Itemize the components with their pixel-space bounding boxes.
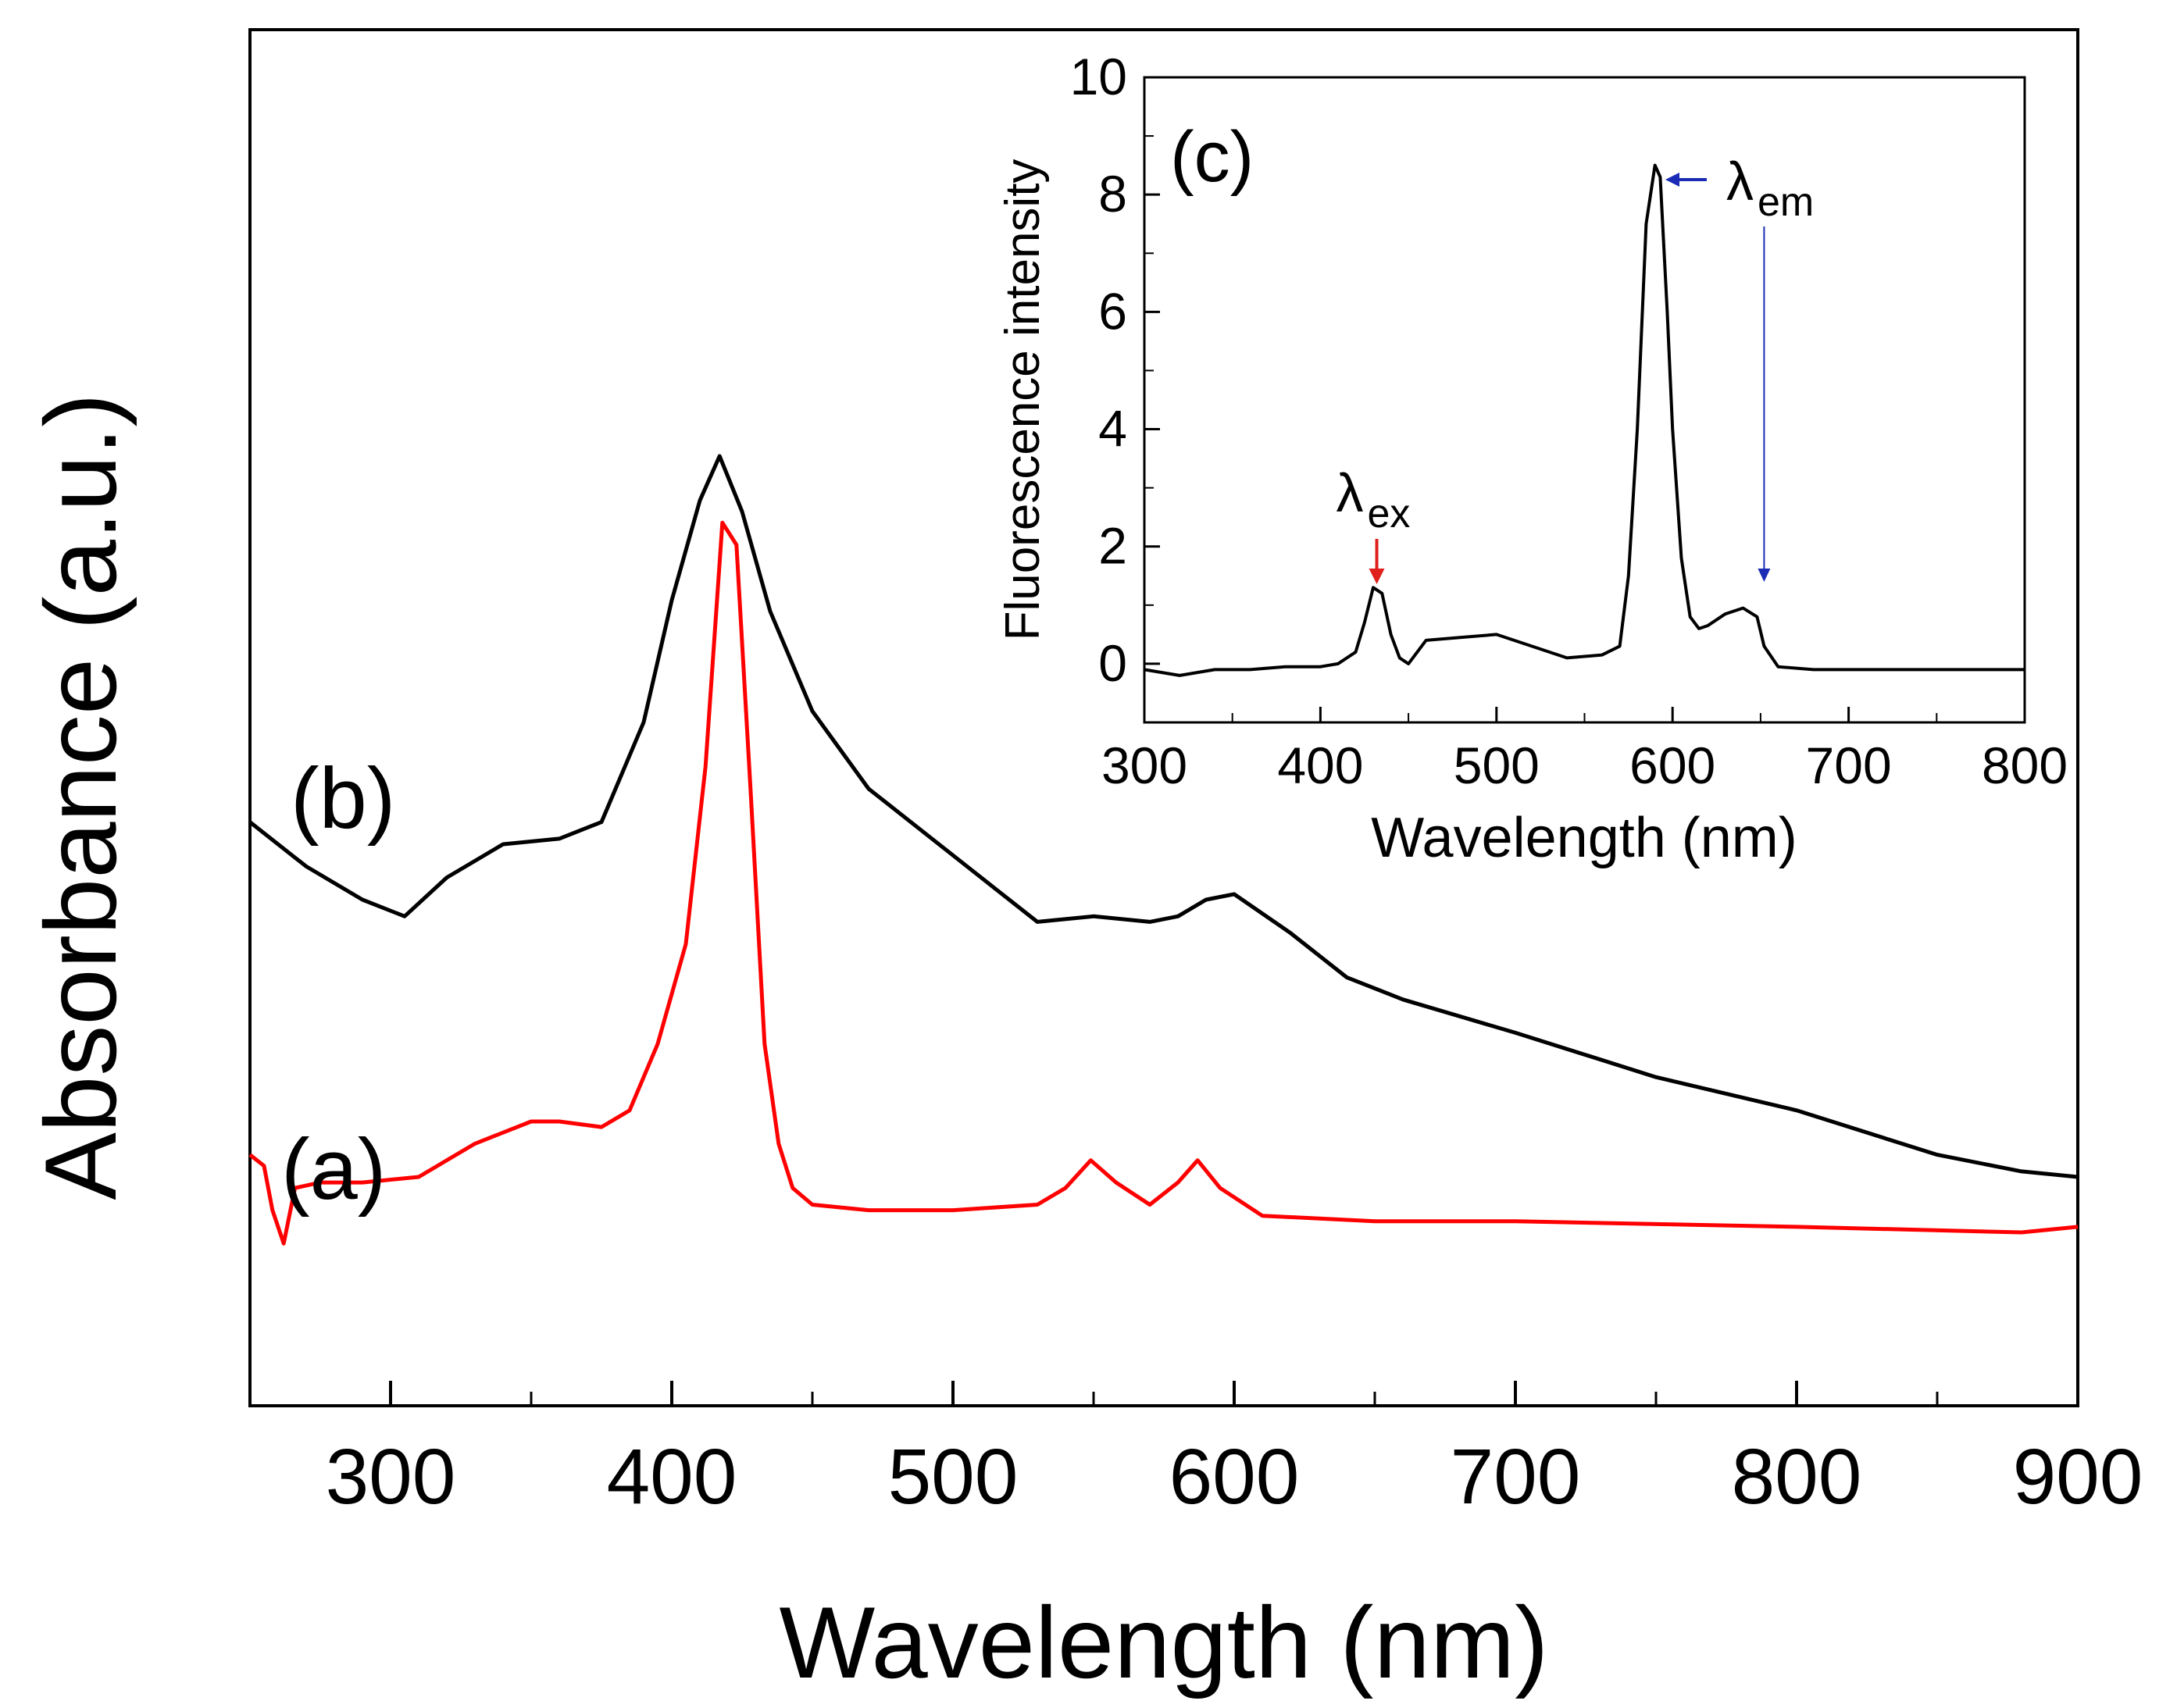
inset-x-tick-label: 700	[1806, 736, 1892, 794]
main-x-tick-label: 500	[888, 1433, 1019, 1521]
main-y-axis-label: Absorbance (a.u.)	[23, 393, 137, 1200]
inset-x-tick-label: 300	[1101, 736, 1187, 794]
main-plot-frame	[248, 28, 2079, 1407]
lambda-em-label: λ	[1726, 151, 1754, 212]
inset-y-tick-label: 0	[1098, 634, 1127, 692]
lambda-em-arrowhead	[1758, 569, 1771, 582]
lambda-ex-arrowhead	[1369, 569, 1385, 584]
inset-panel-label: (c)	[1170, 117, 1254, 197]
main-x-axis-label: Wavelength (nm)	[780, 1585, 1549, 1699]
inset-y-tick-label: 10	[1070, 48, 1127, 105]
main-series-line	[248, 520, 2079, 1246]
main-x-tick-label: 600	[1169, 1433, 1300, 1521]
inset-y-tick-label: 2	[1098, 517, 1127, 575]
main-x-ticks: 300 400 500 600 700 800 900	[326, 1381, 2143, 1521]
inset-y-ticks: 0 2 4 6 8 10	[1070, 48, 1160, 692]
main-chart: 300 400 500 600 700 800 900 (b) (a) Wavelength…	[23, 28, 2143, 1699]
inset-x-ticks: 300 400 500 600 700 800	[1101, 707, 2068, 794]
main-x-tick-label: 700	[1451, 1433, 1581, 1521]
inset-annotations: λ exλ em	[1337, 151, 1814, 584]
main-x-tick-label: 400	[607, 1433, 737, 1521]
inset-plot-frame	[1143, 76, 2026, 724]
inset-x-tick-label: 500	[1454, 736, 1540, 794]
inset-x-axis-label: Wavelength (nm)	[1371, 807, 1797, 869]
main-x-tick-label: 300	[326, 1433, 456, 1521]
lambda-ex-subscript: ex	[1368, 491, 1411, 537]
inset-series-line	[1144, 163, 2025, 677]
inset-y-axis-label: Fluorescence intensity	[996, 159, 1050, 641]
inset-x-tick-label: 600	[1629, 736, 1715, 794]
inset-x-tick-label: 400	[1277, 736, 1363, 794]
series-b-label: (b)	[291, 751, 395, 847]
series-a-label: (a)	[281, 1121, 386, 1218]
main-x-tick-label: 800	[1732, 1433, 1862, 1521]
inset-x-tick-label: 800	[1982, 736, 2068, 794]
inset-y-tick-label: 8	[1098, 165, 1127, 223]
main-series-group	[248, 454, 2079, 1246]
inset-y-tick-label: 6	[1098, 282, 1127, 340]
lambda-em-subscript: em	[1758, 180, 1814, 225]
main-series-line	[248, 454, 2079, 1179]
main-x-tick-label: 900	[2013, 1433, 2143, 1521]
lambda-em-peak-arrowhead	[1665, 173, 1679, 187]
inset-y-tick-label: 4	[1098, 400, 1127, 458]
lambda-ex-label: λ	[1337, 462, 1364, 523]
inset-series-group	[1144, 163, 2025, 677]
